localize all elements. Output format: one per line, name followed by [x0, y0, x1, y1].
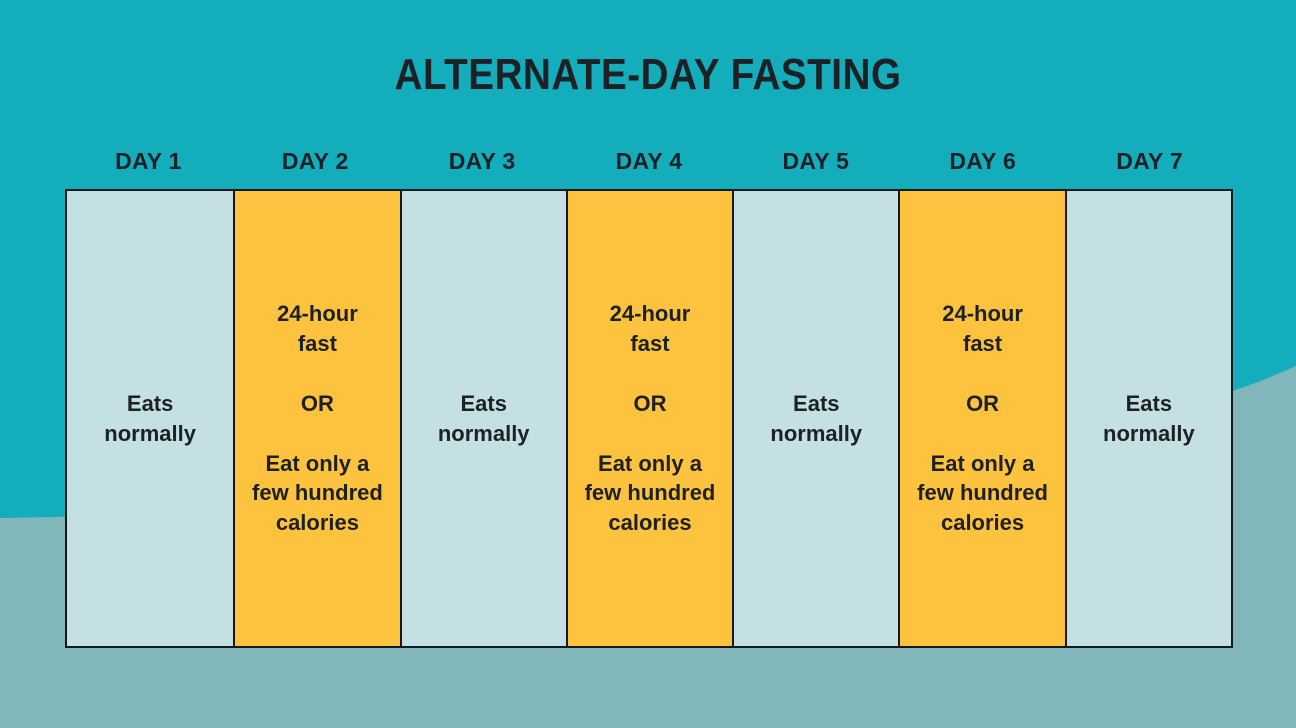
- fasting-schedule-table: Eats normally 24-hour fast OR Eat only a…: [65, 189, 1233, 648]
- day-5-cell: Eats normally: [732, 191, 899, 646]
- day-label-3: DAY 3: [448, 148, 516, 174]
- eats-normally-text: Eats normally: [1103, 390, 1195, 446]
- or-label: OR: [633, 390, 667, 416]
- calorie-option-text: Eat only a few hundred calories: [917, 450, 1048, 535]
- day-3-cell: Eats normally: [399, 191, 566, 646]
- day-2-cell: 24-hour fast OR Eat only a few hundred c…: [233, 191, 400, 646]
- day-7-cell: Eats normally: [1064, 191, 1231, 646]
- day-label-4: DAY 4: [615, 148, 683, 174]
- day-label-1: DAY 1: [115, 148, 182, 174]
- or-label: OR: [300, 390, 334, 416]
- day-1-cell: Eats normally: [67, 191, 234, 646]
- or-label: OR: [966, 390, 1000, 416]
- eats-normally-text: Eats normally: [770, 390, 863, 446]
- page-title: ALTERNATE-DAY FASTING: [394, 50, 902, 99]
- day-4-cell: 24-hour fast OR Eat only a few hundred c…: [565, 191, 733, 646]
- day-label-2: DAY 2: [281, 148, 349, 174]
- calorie-option-text: Eat only a few hundred calories: [584, 450, 716, 535]
- fast-option-text: 24-hour fast: [942, 301, 1023, 357]
- day-label-6: DAY 6: [949, 148, 1017, 174]
- day-6-cell: 24-hour fast OR Eat only a few hundred c…: [898, 191, 1065, 646]
- calorie-option-text: Eat only a few hundred calories: [252, 450, 383, 535]
- eats-normally-text: Eats normally: [104, 390, 196, 446]
- day-label-7: DAY 7: [1116, 148, 1183, 174]
- day-labels-row: DAY 1 DAY 2 DAY 3 DAY 4 DAY 5 DAY 6 DAY …: [65, 148, 1233, 175]
- fast-option-text: 24-hour fast: [277, 301, 358, 357]
- day-label-5: DAY 5: [782, 148, 850, 174]
- fast-option-text: 24-hour fast: [609, 301, 691, 357]
- eats-normally-text: Eats normally: [437, 390, 530, 446]
